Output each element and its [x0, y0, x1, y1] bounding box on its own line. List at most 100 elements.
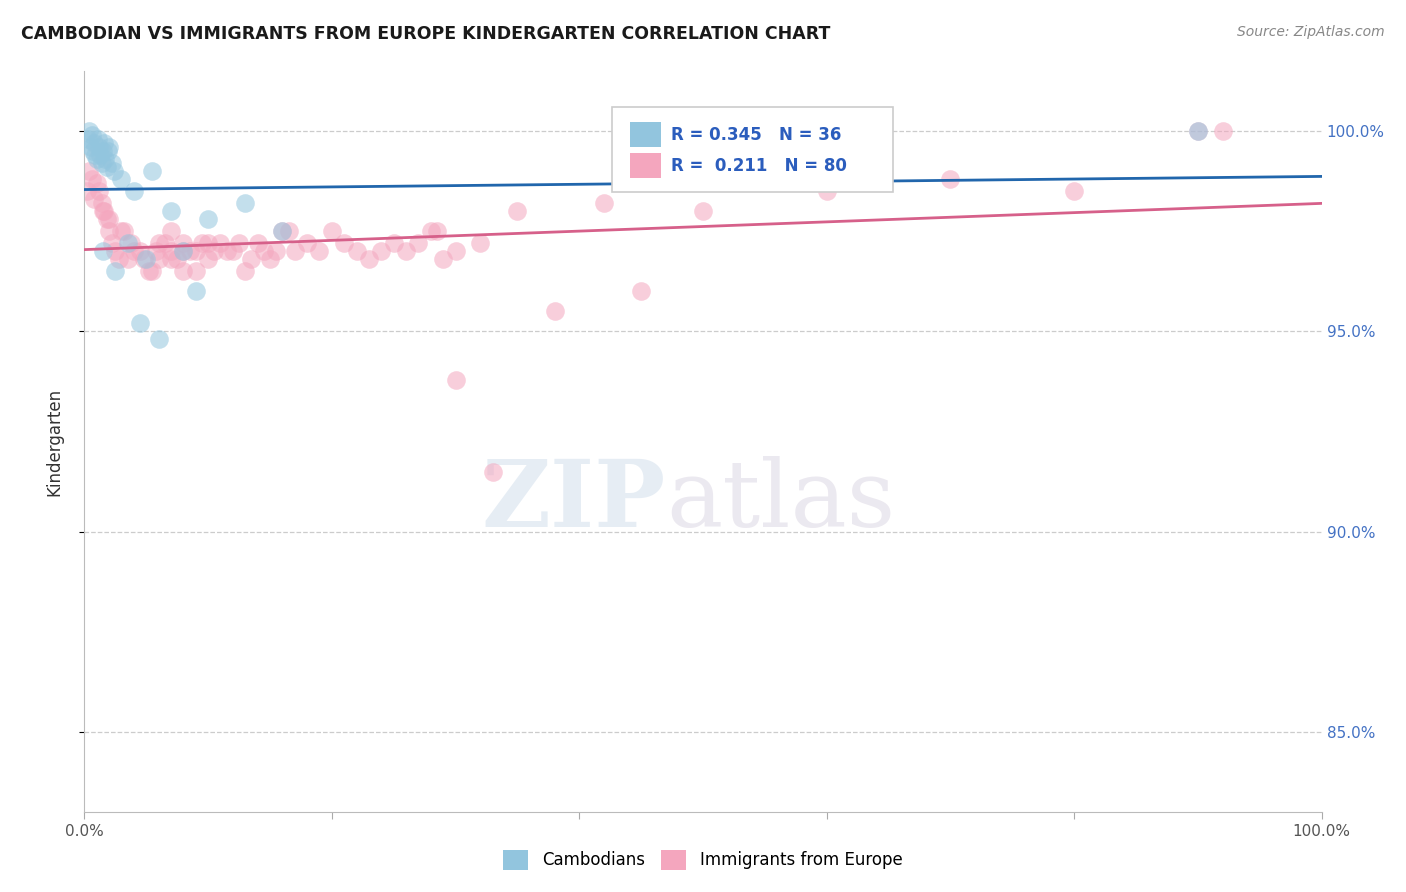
Point: [90, 156, 112, 170]
Point: [271, 224, 294, 238]
Point: [444, 372, 467, 386]
Point: [80, 172, 103, 186]
Point: [197, 236, 219, 251]
Point: [122, 185, 145, 199]
Point: [98, 224, 121, 238]
Text: R =  0.211   N = 80: R = 0.211 N = 80: [671, 157, 846, 175]
Point: [240, 252, 263, 267]
Point: [172, 244, 194, 259]
Point: [100, 236, 122, 251]
Point: [122, 244, 145, 259]
Point: [77, 132, 100, 146]
Point: [179, 244, 201, 259]
Point: [141, 164, 163, 178]
Point: [132, 252, 155, 267]
Point: [172, 264, 194, 278]
Point: [284, 244, 307, 259]
Point: [481, 465, 503, 479]
Point: [253, 244, 276, 259]
Point: [506, 204, 529, 219]
Point: [120, 236, 142, 251]
Point: [630, 285, 652, 299]
Point: [357, 252, 380, 267]
Point: [153, 236, 176, 251]
Point: [83, 136, 105, 151]
Point: [89, 185, 111, 199]
Point: [91, 204, 114, 219]
Point: [222, 244, 245, 259]
Legend: Cambodians, Immigrants from Europe: Cambodians, Immigrants from Europe: [503, 850, 903, 870]
Point: [96, 212, 118, 227]
Point: [141, 264, 163, 278]
Point: [426, 224, 449, 238]
Point: [264, 244, 287, 259]
Point: [209, 236, 232, 251]
Point: [160, 252, 183, 267]
Point: [233, 196, 256, 211]
Point: [80, 128, 103, 143]
Point: [395, 244, 418, 259]
Point: [97, 145, 120, 159]
Point: [160, 204, 183, 219]
Point: [104, 264, 127, 278]
Text: ZIP: ZIP: [482, 456, 666, 546]
Point: [939, 172, 962, 186]
Point: [100, 156, 122, 170]
Point: [84, 148, 107, 162]
Point: [228, 236, 250, 251]
Point: [172, 244, 194, 259]
Point: [93, 204, 115, 219]
Point: [172, 236, 194, 251]
Point: [382, 236, 405, 251]
Point: [79, 140, 101, 154]
Point: [98, 140, 121, 154]
Point: [215, 244, 238, 259]
Point: [259, 252, 281, 267]
Point: [89, 148, 111, 162]
Point: [79, 124, 101, 138]
Point: [83, 193, 105, 207]
Point: [148, 236, 170, 251]
Point: [160, 244, 183, 259]
Point: [815, 185, 838, 199]
Y-axis label: Kindergarten: Kindergarten: [45, 387, 63, 496]
Point: [191, 236, 214, 251]
Point: [138, 264, 160, 278]
Point: [1063, 185, 1085, 199]
Point: [110, 172, 132, 186]
Point: [91, 244, 114, 259]
Text: CAMBODIAN VS IMMIGRANTS FROM EUROPE KINDERGARTEN CORRELATION CHART: CAMBODIAN VS IMMIGRANTS FROM EUROPE KIND…: [21, 25, 831, 43]
Point: [103, 164, 125, 178]
Point: [145, 244, 167, 259]
Point: [160, 224, 183, 238]
Point: [346, 244, 368, 259]
Point: [166, 252, 188, 267]
Point: [79, 164, 101, 178]
Point: [86, 177, 108, 191]
Point: [112, 224, 135, 238]
Point: [93, 136, 115, 151]
Point: [148, 252, 170, 267]
Point: [184, 285, 207, 299]
Point: [408, 236, 430, 251]
Point: [1212, 124, 1234, 138]
Point: [321, 224, 343, 238]
Point: [1187, 124, 1209, 138]
Point: [135, 252, 157, 267]
Point: [432, 252, 454, 267]
Text: Source: ZipAtlas.com: Source: ZipAtlas.com: [1237, 25, 1385, 39]
Point: [129, 244, 152, 259]
Point: [271, 224, 294, 238]
Point: [233, 264, 256, 278]
Point: [108, 252, 131, 267]
Point: [90, 196, 112, 211]
Point: [202, 244, 225, 259]
Point: [86, 153, 108, 167]
Point: [197, 252, 219, 267]
Point: [246, 236, 269, 251]
Point: [197, 212, 219, 227]
Point: [333, 236, 356, 251]
Point: [129, 317, 152, 331]
Text: atlas: atlas: [666, 456, 896, 546]
Point: [96, 161, 118, 175]
